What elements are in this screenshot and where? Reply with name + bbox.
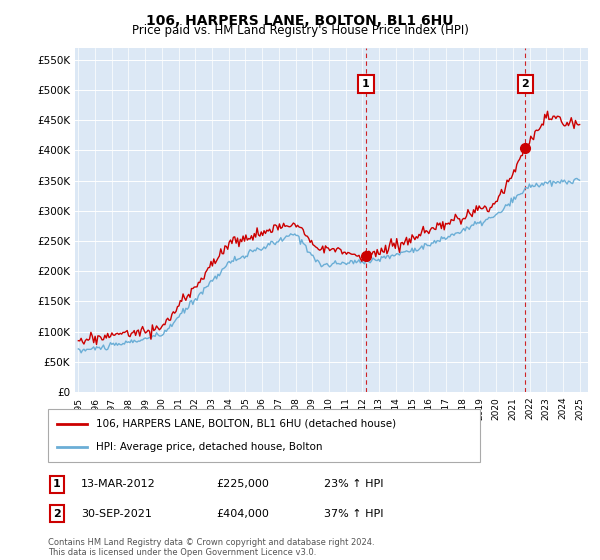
Text: HPI: Average price, detached house, Bolton: HPI: Average price, detached house, Bolt… [95, 442, 322, 452]
Text: 23% ↑ HPI: 23% ↑ HPI [324, 479, 383, 489]
Text: 2: 2 [521, 79, 529, 89]
Text: 13-MAR-2012: 13-MAR-2012 [81, 479, 156, 489]
Text: £225,000: £225,000 [216, 479, 269, 489]
FancyBboxPatch shape [48, 409, 480, 462]
Text: 1: 1 [362, 79, 370, 89]
Text: Contains HM Land Registry data © Crown copyright and database right 2024.
This d: Contains HM Land Registry data © Crown c… [48, 538, 374, 557]
Text: 2: 2 [53, 508, 61, 519]
Text: £404,000: £404,000 [216, 508, 269, 519]
Text: 1: 1 [53, 479, 61, 489]
Text: 106, HARPERS LANE, BOLTON, BL1 6HU (detached house): 106, HARPERS LANE, BOLTON, BL1 6HU (deta… [95, 419, 395, 429]
Text: 37% ↑ HPI: 37% ↑ HPI [324, 508, 383, 519]
Text: 106, HARPERS LANE, BOLTON, BL1 6HU: 106, HARPERS LANE, BOLTON, BL1 6HU [146, 14, 454, 28]
Text: 30-SEP-2021: 30-SEP-2021 [81, 508, 152, 519]
Text: Price paid vs. HM Land Registry's House Price Index (HPI): Price paid vs. HM Land Registry's House … [131, 24, 469, 37]
